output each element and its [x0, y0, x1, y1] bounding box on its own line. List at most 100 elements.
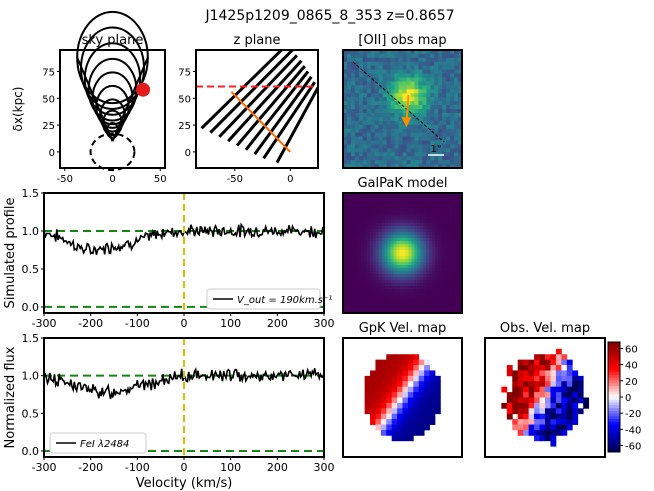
model-pixel: [378, 301, 383, 305]
obs-map-pixel: [426, 69, 431, 75]
model-pixel: [375, 226, 380, 230]
obs-map-pixel: [438, 50, 443, 55]
model-pixel: [393, 286, 398, 290]
model-pixel: [357, 199, 362, 203]
velocity-pixel: [402, 419, 409, 425]
velocity-pixel: [407, 375, 414, 382]
obs-map-pixel: [366, 89, 372, 94]
model-pixel: [417, 301, 421, 305]
obs-map-pixel: [378, 105, 384, 110]
obs-map-pixel: [454, 156, 459, 161]
model-pixel: [357, 223, 362, 227]
model-pixel: [402, 211, 406, 215]
model-pixel: [372, 265, 377, 269]
model-pixel: [345, 286, 350, 290]
model-pixel: [414, 268, 418, 272]
velocity-pixel: [550, 359, 557, 366]
velocity-pixel: [534, 381, 540, 388]
velocity-pixel: [375, 381, 382, 388]
model-pixel: [423, 208, 427, 212]
obs-map-pixel: [402, 93, 407, 98]
obs-map-pixel: [446, 85, 451, 90]
model-pixel: [408, 241, 412, 245]
obs-map-pixel: [402, 144, 407, 149]
obs-map-pixel: [406, 69, 411, 75]
cone-ring: [83, 42, 142, 116]
velocity-pixel: [561, 386, 568, 393]
model-pixel: [429, 253, 433, 257]
model-pixel: [402, 292, 406, 296]
model-pixel: [366, 229, 371, 233]
velocity-pixel: [555, 348, 562, 355]
obs-map-pixel: [454, 65, 459, 71]
obs-map-pixel: [458, 156, 463, 161]
velocity-pixel: [434, 375, 441, 382]
obs-map-pixel: [394, 116, 400, 122]
model-pixel: [417, 223, 421, 227]
model-pixel: [384, 295, 389, 299]
model-pixel: [360, 280, 365, 284]
model-pixel: [378, 199, 383, 203]
obs-map-pixel: [418, 61, 423, 67]
obs-map-pixel: [386, 101, 392, 106]
model-pixel: [384, 271, 389, 275]
obs-map-pixel: [398, 73, 403, 79]
velocity-pixel: [386, 386, 393, 393]
obs-map-pixel: [402, 50, 407, 55]
obs-map-pixel: [414, 101, 419, 106]
obs-map-pixel: [390, 53, 396, 59]
velocity-pixel: [429, 381, 436, 388]
model-pixel: [348, 238, 353, 242]
obs-map-pixel: [450, 152, 455, 157]
model-pixel: [381, 310, 386, 314]
velocity-pixel: [506, 402, 513, 409]
model-pixel: [387, 250, 392, 254]
obs-map-pixel: [402, 73, 407, 79]
model-pixel: [444, 310, 448, 314]
model-pixel: [453, 292, 457, 296]
model-pixel: [432, 235, 436, 239]
model-pixel: [423, 253, 427, 257]
model-pixel: [438, 247, 442, 251]
model-pixel: [354, 244, 359, 248]
velocity-pixel: [386, 419, 393, 425]
model-pixel: [351, 298, 356, 302]
model-pixel: [390, 298, 395, 302]
velocity-pixel: [397, 359, 403, 366]
model-pixel: [417, 238, 421, 242]
obs-map-pixel: [458, 57, 463, 63]
velocity-pixel: [434, 397, 441, 404]
model-pixel: [408, 217, 412, 221]
model-pixel: [438, 238, 442, 242]
obs-map-pixel: [414, 124, 419, 130]
velocity-pixel: [555, 402, 562, 409]
model-pixel: [459, 298, 463, 302]
velocity-pixel: [528, 397, 535, 404]
velocity-pixel: [402, 359, 409, 366]
model-pixel: [435, 238, 439, 242]
model-pixel: [402, 262, 406, 266]
obs-map-pixel: [358, 132, 364, 138]
model-pixel: [393, 202, 398, 206]
velocity-pixel: [523, 365, 530, 371]
model-pixel: [348, 265, 353, 269]
model-pixel: [396, 208, 401, 212]
model-pixel: [414, 307, 418, 311]
obs-map-pixel: [418, 81, 423, 86]
velocity-pixel: [429, 402, 436, 409]
model-pixel: [345, 253, 350, 257]
model-pixel: [420, 193, 424, 197]
velocity-pixel: [555, 419, 562, 425]
model-pixel: [420, 238, 424, 242]
model-pixel: [438, 241, 442, 245]
model-pixel: [366, 205, 371, 209]
obs-map-pixel: [398, 69, 403, 75]
model-pixel: [343, 241, 347, 245]
model-pixel: [366, 235, 371, 239]
model-pixel: [375, 262, 380, 266]
obs-map-pixel: [362, 112, 368, 118]
model-pixel: [447, 202, 451, 206]
model-pixel: [450, 289, 454, 293]
colorbar-step: [608, 358, 620, 362]
velocity-pixel: [413, 386, 420, 393]
